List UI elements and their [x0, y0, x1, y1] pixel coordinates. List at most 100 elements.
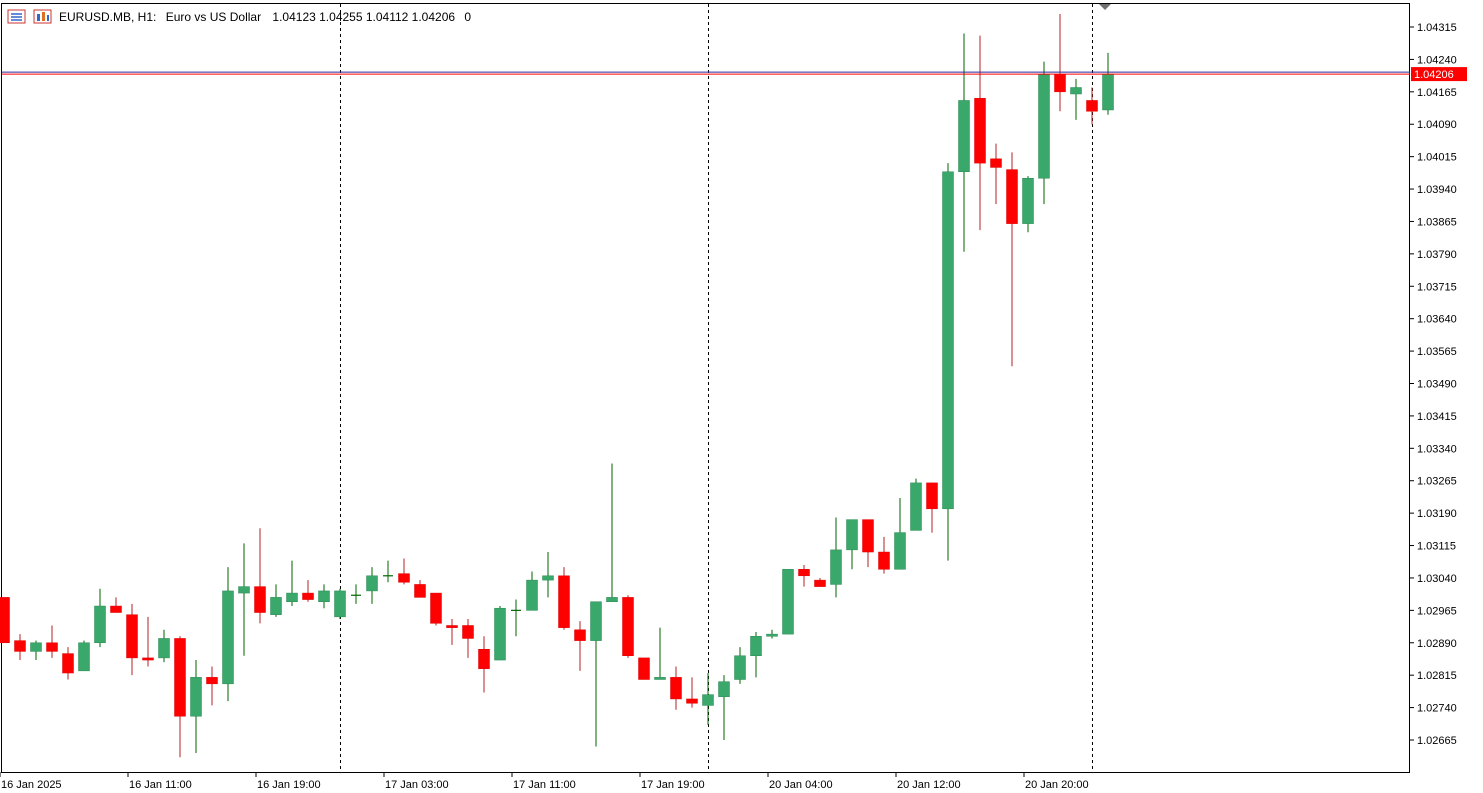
candle-body	[78, 642, 90, 672]
candle-body	[782, 569, 794, 635]
price-tick-label: 1.02890	[1417, 638, 1457, 650]
price-tick-label: 1.03490	[1417, 379, 1457, 391]
candle	[526, 571, 538, 611]
candle	[446, 619, 458, 645]
candle	[142, 616, 154, 667]
time-tick-label: 16 Jan 19:00	[257, 779, 321, 791]
price-tick-label: 1.03790	[1417, 249, 1457, 261]
candle	[846, 519, 858, 570]
candle	[14, 634, 26, 661]
candle-body	[574, 629, 586, 641]
candle	[238, 543, 250, 656]
candle-body	[174, 638, 186, 717]
chart-header: EURUSD.MB, H1: Euro vs US Dollar 1.04123…	[59, 10, 471, 24]
candle-body	[270, 597, 282, 615]
price-tick-label: 1.02740	[1417, 703, 1457, 715]
candle-body	[94, 605, 106, 644]
candle	[494, 606, 506, 661]
candle	[718, 675, 730, 740]
candle-body	[542, 575, 554, 581]
candle	[734, 647, 746, 684]
candle-body	[1102, 73, 1114, 111]
candle-body	[334, 590, 346, 618]
candle-body	[558, 575, 570, 628]
price-tick-label: 1.02965	[1417, 605, 1457, 617]
candle-body	[126, 614, 138, 659]
candle-body	[990, 158, 1002, 168]
candle-body	[734, 655, 746, 680]
price-tick-label: 1.04315	[1417, 22, 1457, 34]
candle-body	[62, 653, 74, 674]
candle-body	[1006, 169, 1018, 224]
candle-body	[750, 636, 762, 656]
candle-body	[1086, 100, 1098, 112]
candle	[511, 599, 521, 637]
price-tick-label: 1.04015	[1417, 152, 1457, 164]
candle	[558, 567, 570, 630]
candle-body	[798, 569, 810, 577]
candle	[62, 647, 74, 680]
candle	[94, 588, 106, 648]
candle	[974, 35, 986, 231]
candle-body	[878, 551, 890, 570]
candle	[782, 569, 794, 635]
candle	[254, 528, 266, 624]
candle	[910, 478, 922, 531]
candle	[126, 603, 138, 676]
candle-body	[478, 649, 490, 669]
time-tick-label: 16 Jan 2025	[1, 779, 62, 791]
time-tick-label: 20 Jan 12:00	[897, 779, 961, 791]
candle	[830, 517, 842, 598]
candle-body	[942, 171, 954, 510]
candle	[622, 595, 634, 658]
candle-body	[766, 633, 778, 637]
candle	[302, 580, 314, 602]
candle	[750, 631, 762, 678]
price-tick-label: 1.03190	[1417, 508, 1457, 520]
candle	[638, 657, 650, 680]
candle-body	[622, 597, 634, 656]
candle	[1086, 87, 1098, 125]
price-tick-label: 1.03115	[1417, 541, 1456, 553]
price-tick-label: 1.03415	[1417, 411, 1457, 423]
time-tick-label: 16 Jan 11:00	[129, 779, 192, 791]
price-tick-label: 1.03040	[1417, 573, 1457, 585]
candle-body	[1070, 87, 1082, 95]
candle-body	[974, 98, 986, 164]
candle-body	[254, 586, 266, 613]
candle-body	[958, 100, 970, 173]
candle	[270, 584, 282, 617]
candle-body	[590, 601, 602, 641]
time-tick-label: 17 Jan 11:00	[513, 779, 576, 791]
candle	[990, 143, 1002, 205]
candle	[190, 660, 202, 753]
candle-body	[286, 592, 298, 602]
candle	[702, 673, 714, 725]
candle	[590, 601, 602, 747]
current-price-label: 1.04206	[1414, 69, 1454, 81]
candle	[670, 666, 682, 710]
candle	[1022, 176, 1034, 233]
chart-shift-marker-icon[interactable]	[1099, 4, 1111, 10]
chart-window-icon[interactable]	[7, 9, 26, 24]
period-separators	[340, 4, 1093, 772]
time-axis: 16 Jan 2025 16 Jan 11:00 16 Jan 19:00 17 Ja…	[0, 772, 1089, 791]
candle-body	[670, 677, 682, 700]
candle	[606, 463, 618, 602]
candle	[542, 552, 554, 598]
candle	[334, 588, 346, 620]
candle	[174, 636, 186, 758]
candle-body	[110, 605, 122, 613]
price-tick-label: 1.02665	[1417, 735, 1457, 747]
candle-body	[526, 579, 538, 611]
symbol-timeframe: EURUSD.MB, H1:	[59, 10, 156, 24]
candle	[766, 629, 778, 639]
candle	[462, 619, 474, 658]
price-tick-label: 1.03340	[1417, 443, 1457, 455]
candle-body	[142, 657, 154, 661]
candle-body	[366, 575, 378, 592]
indicators-icon[interactable]	[33, 9, 52, 24]
candle	[894, 498, 906, 570]
candle-body	[206, 677, 218, 685]
